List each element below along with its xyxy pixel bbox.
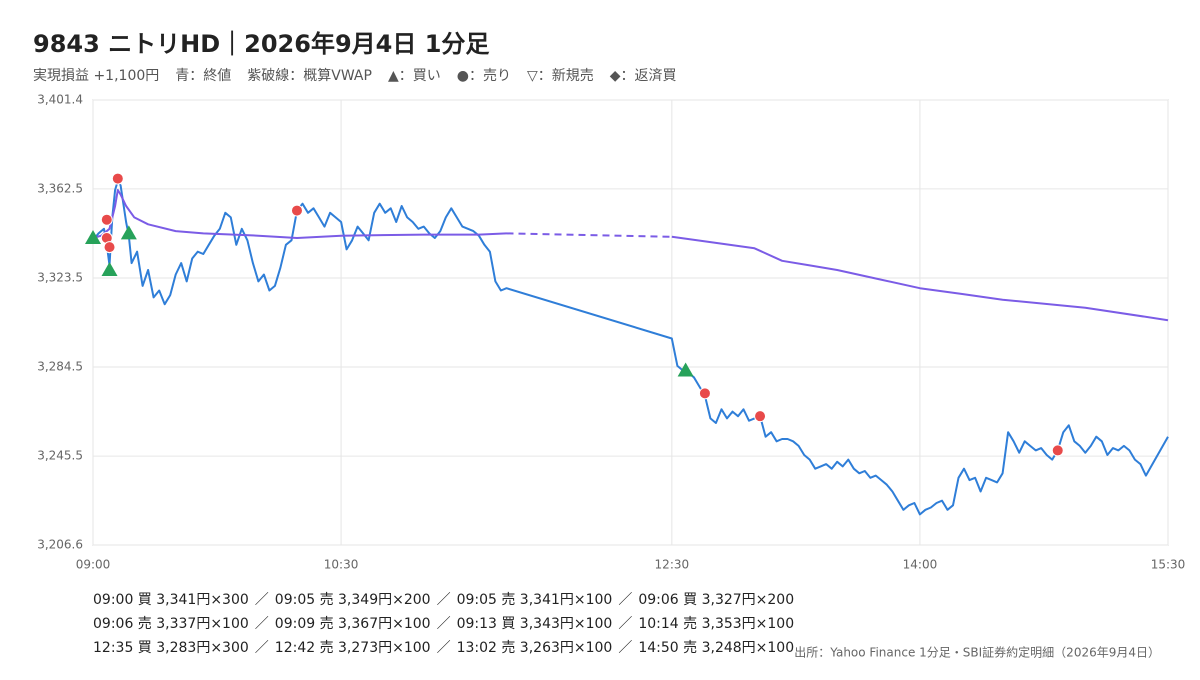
trade-log-line: 12:35 買 3,283円×300 ／ 12:42 売 3,273円×100 ／ 13… [93, 640, 794, 656]
y-tick-label: 3,323.5 [37, 270, 83, 284]
trade-entry: 14:50 売 3,248円×100 [638, 640, 794, 656]
trade-separator: ／ [437, 616, 451, 632]
buy-marker [85, 229, 101, 244]
y-tick-label: 3,401.4 [37, 93, 83, 107]
trade-entry: 12:42 売 3,273円×100 [275, 640, 431, 656]
x-tick-label: 14:00 [903, 558, 938, 572]
legend-item: ◆：返済買 [610, 68, 677, 84]
lines [92, 179, 1169, 516]
trade-separator: ／ [255, 640, 269, 656]
line-gap [506, 232, 672, 238]
trade-entry: 09:05 売 3,349円×200 [275, 592, 431, 608]
plot-frame [92, 99, 1169, 546]
trade-entry: 12:35 買 3,283円×300 [93, 640, 249, 656]
legend-item: 青：終値 [175, 68, 231, 84]
trade-entry: 09:00 買 3,341円×300 [93, 592, 249, 608]
legend-item: 紫破線：概算VWAP [247, 68, 372, 84]
legend-item: ▲：買い [388, 68, 441, 84]
y-tick-label: 3,362.5 [37, 181, 83, 195]
x-tick-label: 10:30 [324, 558, 359, 572]
trade-separator: ／ [618, 640, 632, 656]
trade-markers [85, 172, 1064, 457]
trade-entry: 10:14 売 3,353円×100 [638, 616, 794, 632]
legend: 実現損益 +1,100円 青：終値 紫破線：概算VWAP ▲：買い ●：売り ▽：新規売 ◆… [33, 68, 677, 84]
legend-item: 実現損益 +1,100円 [33, 68, 159, 84]
trade-separator: ／ [618, 616, 632, 632]
legend-item: ▽：新規売 [527, 68, 594, 84]
chart-title: 9843 ニトリHD｜2026年9月4日 1分足 [33, 30, 489, 58]
trade-log-line: 09:06 売 3,337円×100 ／ 09:09 売 3,367円×100 ／ 09… [93, 616, 794, 632]
trade-separator: ／ [618, 592, 632, 608]
sell-marker [111, 172, 124, 185]
line [92, 189, 507, 239]
sell-marker [290, 204, 303, 217]
x-tick-label: 09:00 [76, 558, 111, 572]
trade-entry: 09:13 買 3,343円×100 [457, 616, 613, 632]
y-tick-label: 3,245.5 [37, 449, 83, 463]
sell-marker [103, 241, 116, 254]
buy-marker [677, 362, 694, 377]
x-tick-label: 15:30 [1151, 558, 1186, 572]
sell-marker [698, 387, 711, 400]
trade-entry: 13:02 売 3,263円×100 [457, 640, 613, 656]
trade-log-line: 09:00 買 3,341円×300 ／ 09:05 売 3,349円×200 ／ 09… [93, 592, 794, 608]
y-tick-label: 3,284.5 [37, 360, 83, 374]
trade-entry: 09:06 買 3,327円×200 [638, 592, 794, 608]
trade-separator: ／ [437, 640, 451, 656]
buy-marker [120, 225, 137, 240]
trade-entry: 09:06 売 3,337円×100 [93, 616, 249, 632]
legend-item: ●：売り [457, 68, 511, 84]
x-tick-label: 12:30 [655, 558, 690, 572]
line [92, 179, 1169, 516]
trade-separator: ／ [437, 592, 451, 608]
buy-marker [101, 261, 118, 276]
line [671, 235, 1169, 322]
trade-entry: 09:09 売 3,367円×100 [275, 616, 431, 632]
sell-marker [100, 213, 113, 226]
grid: 3,206.6 3,245.5 3,284.5 3,323.5 3,362.5 3,401… [37, 93, 1185, 572]
y-tick-label: 3,206.6 [37, 538, 83, 552]
trade-log: 09:00 買 3,341円×300 ／ 09:05 売 3,349円×200 ／ 09… [93, 592, 794, 656]
trade-separator: ／ [255, 592, 269, 608]
source-note: 出所：Yahoo Finance 1分足・SBI証券約定明細（2026年9月4日… [794, 645, 1160, 660]
trade-entry: 09:05 売 3,341円×100 [457, 592, 613, 608]
sell-marker [754, 410, 767, 423]
sell-marker [1051, 444, 1064, 457]
trade-separator: ／ [255, 616, 269, 632]
